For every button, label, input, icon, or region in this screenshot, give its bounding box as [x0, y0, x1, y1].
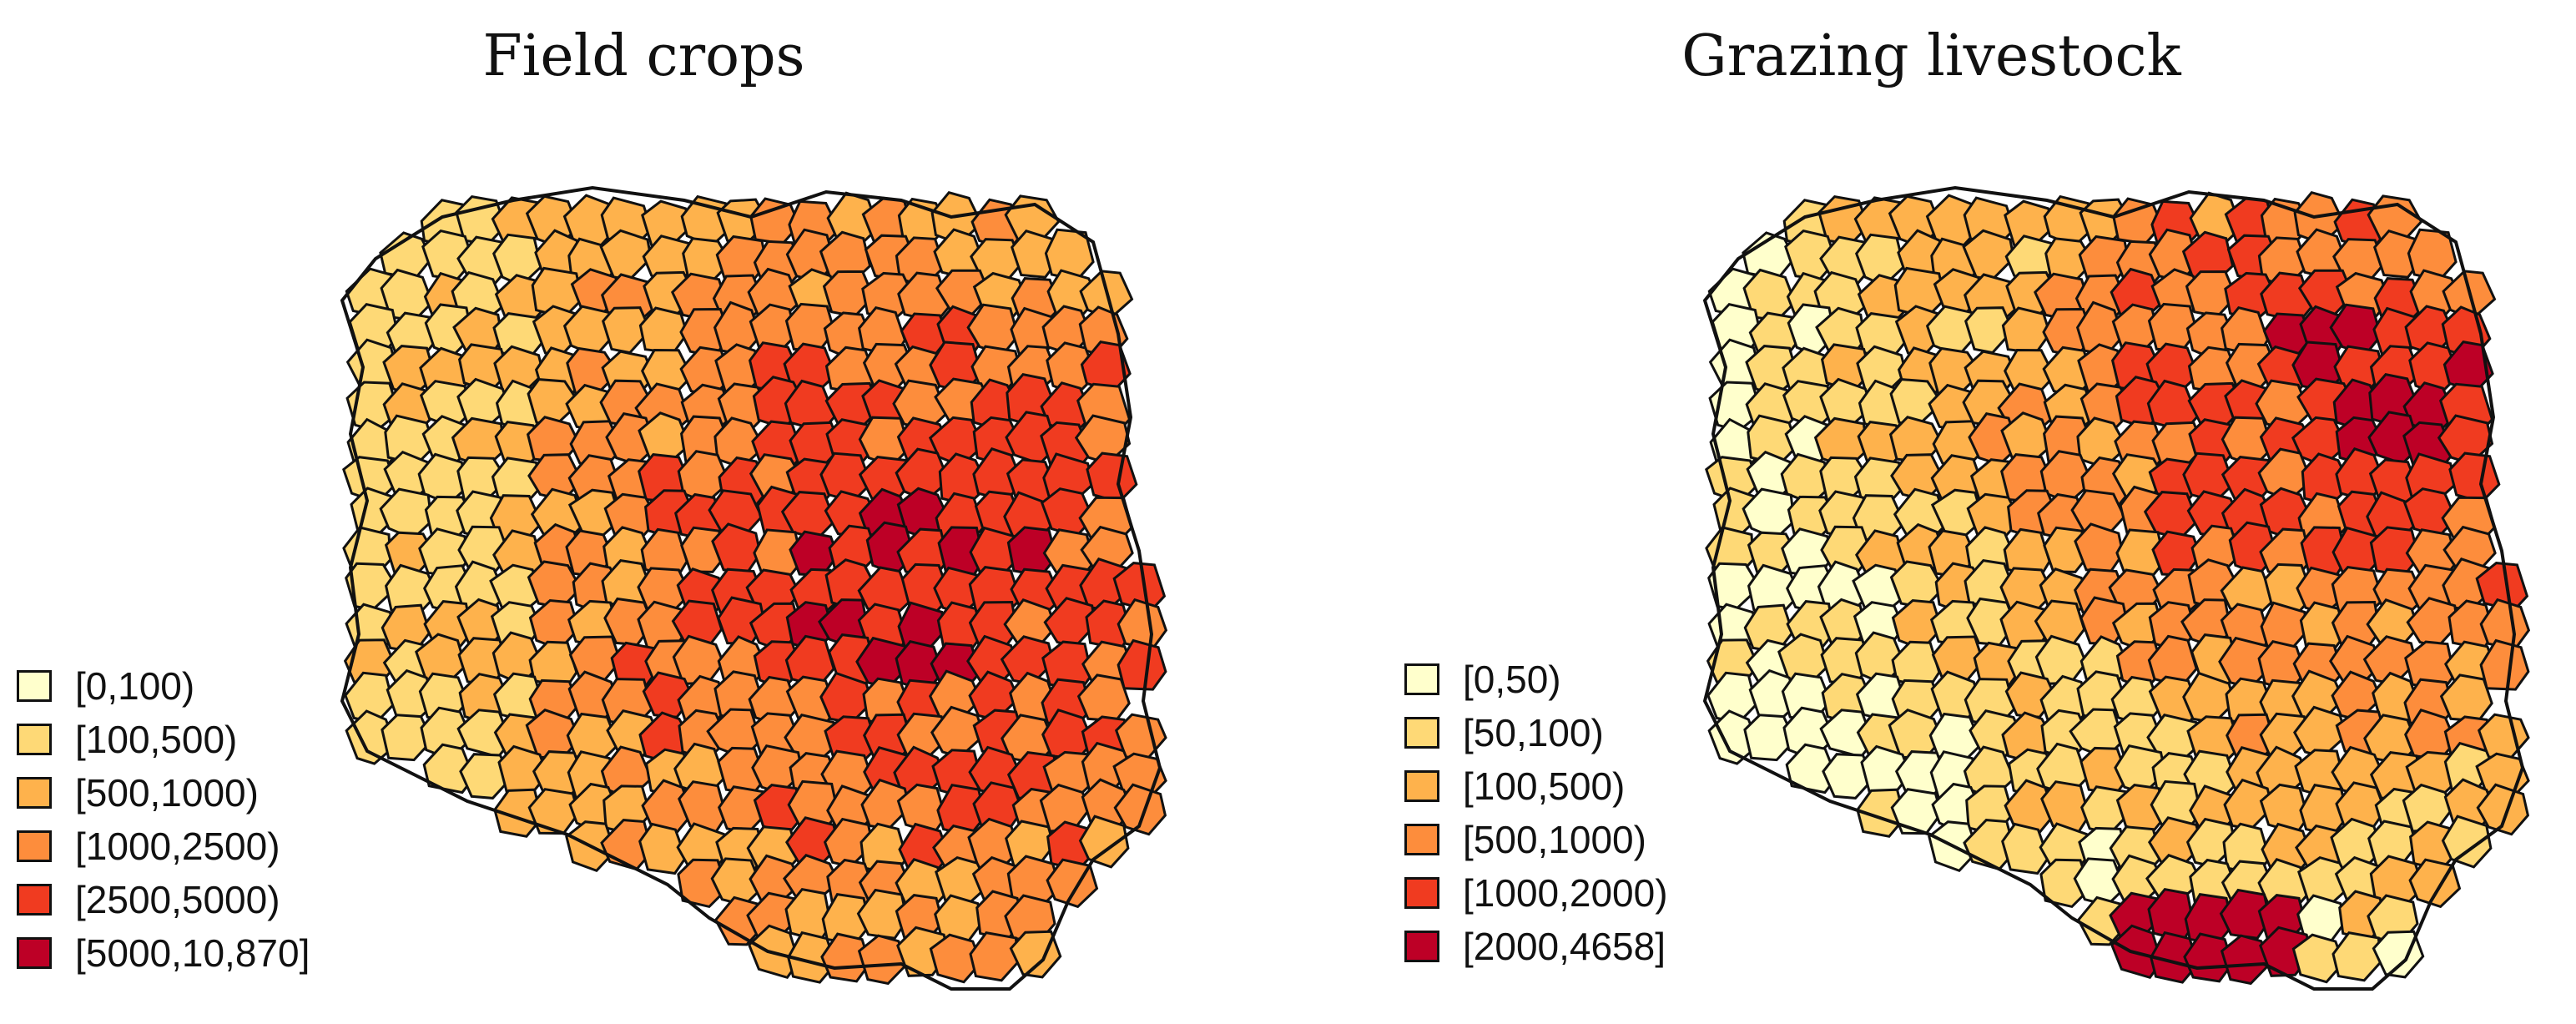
legend-label: [50,100) — [1463, 711, 1604, 754]
grazing-livestock-title: Grazing livestock — [1681, 23, 2181, 89]
district-region — [2476, 783, 2530, 836]
legend-label: [0,50) — [1463, 658, 1561, 701]
country-border — [340, 185, 1162, 991]
district-region — [1009, 930, 1062, 979]
legend-label: [100,500) — [1463, 764, 1626, 808]
legend-label: [500,1000) — [1463, 818, 1646, 861]
legend-label: [2500,5000) — [75, 878, 280, 921]
legend-swatch — [1404, 931, 1439, 962]
legend-swatch — [1404, 824, 1439, 855]
district-region — [1785, 743, 1838, 794]
legend-item: [1000,2000) — [1404, 866, 1668, 920]
district-region — [345, 709, 398, 765]
legend-item: [2000,4658] — [1404, 920, 1668, 973]
legend-item: [2500,5000) — [17, 873, 310, 926]
legend-label: [1000,2500) — [75, 825, 280, 868]
district-region — [1743, 714, 1797, 762]
district-region — [1078, 815, 1130, 869]
legend-swatch — [17, 670, 52, 702]
district-region — [638, 822, 688, 875]
legend-item: [500,1000) — [17, 766, 310, 820]
legend-swatch — [1404, 877, 1439, 909]
district-region — [1117, 638, 1167, 691]
district-region — [2448, 451, 2501, 504]
district-region — [2001, 822, 2050, 875]
district-region — [381, 714, 434, 762]
legend-swatch — [1404, 717, 1439, 749]
grazing-livestock-legend: [0,50) [50,100) [100,500) [500,1000) [10… — [1404, 653, 1668, 973]
district-region — [929, 933, 983, 984]
district-region — [2332, 931, 2383, 982]
district-region — [856, 888, 909, 940]
country-border — [1702, 185, 2525, 991]
district-region — [2479, 638, 2530, 691]
legend-swatch — [17, 937, 52, 969]
legend-swatch — [1404, 663, 1439, 695]
district-region — [2219, 888, 2271, 940]
district-region — [2291, 933, 2346, 984]
district-region — [969, 931, 1021, 982]
legend-label: [1000,2000) — [1463, 871, 1668, 915]
legend-item: [1000,2500) — [17, 820, 310, 873]
district-region — [2220, 934, 2272, 986]
legend-label: [500,1000) — [75, 771, 259, 815]
district-region — [677, 858, 728, 909]
district-region — [2441, 815, 2493, 869]
legend-swatch — [17, 724, 52, 755]
field-crops-title: Field crops — [482, 23, 805, 89]
district-region — [2039, 858, 2091, 909]
legend-item: [5000,10,870] — [17, 926, 310, 980]
district-region — [1113, 783, 1167, 836]
legend-label: [100,500) — [75, 718, 238, 761]
district-region — [1707, 709, 1761, 765]
legend-label: [5000,10,870] — [75, 931, 310, 975]
legend-item: [50,100) — [1404, 706, 1668, 759]
district-region — [2372, 930, 2425, 979]
legend-swatch — [17, 884, 52, 916]
legend-item: [500,1000) — [1404, 813, 1668, 866]
grazing-livestock-panel: Grazing livestock [0,50) [50,100) [100,5… — [1288, 0, 2575, 1024]
legend-item: [100,500) — [17, 713, 310, 766]
legend-item: [0,100) — [17, 659, 310, 713]
legend-item: [0,50) — [1404, 653, 1668, 706]
field-crops-legend: [0,100) [100,500) [500,1000) [1000,2500)… — [17, 659, 310, 980]
field-crops-panel: Field crops [0,100) [100,500) [500,1000)… — [17, 23, 1168, 991]
legend-label: [2000,4658] — [1463, 925, 1666, 968]
legend-swatch — [1404, 770, 1439, 802]
district-region — [422, 743, 476, 794]
legend-swatch — [17, 777, 52, 809]
field-crops-map — [340, 185, 1168, 991]
legend-item: [100,500) — [1404, 759, 1668, 813]
grazing-livestock-map — [1702, 185, 2531, 991]
legend-swatch — [17, 830, 52, 862]
legend-label: [0,100) — [75, 664, 195, 708]
district-region — [857, 934, 910, 986]
district-region — [1086, 451, 1138, 504]
